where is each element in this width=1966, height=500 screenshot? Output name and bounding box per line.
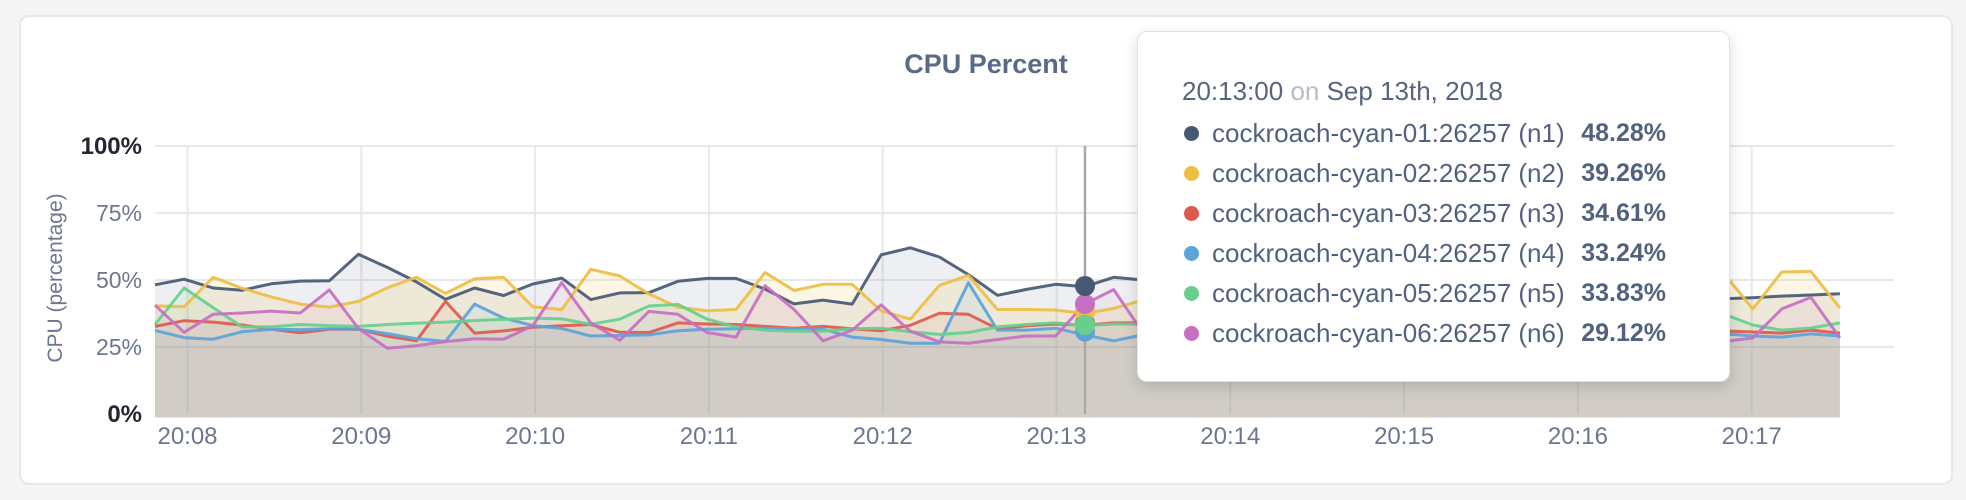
svg-text:20:14: 20:14 (1200, 423, 1260, 450)
svg-text:20:17: 20:17 (1722, 423, 1782, 450)
svg-text:20:13: 20:13 (1026, 423, 1086, 450)
svg-text:25%: 25% (96, 334, 142, 360)
svg-text:50%: 50% (96, 267, 142, 293)
svg-text:20:11: 20:11 (680, 423, 738, 450)
svg-text:75%: 75% (96, 200, 142, 226)
svg-text:20:09: 20:09 (331, 423, 391, 450)
svg-text:20:12: 20:12 (853, 423, 913, 450)
svg-text:20:15: 20:15 (1374, 423, 1434, 450)
svg-text:20:10: 20:10 (505, 423, 565, 450)
svg-text:CPU (percentage): CPU (percentage) (44, 193, 67, 362)
svg-text:0%: 0% (107, 401, 142, 428)
svg-text:100%: 100% (81, 133, 142, 160)
svg-text:20:08: 20:08 (157, 423, 217, 450)
svg-text:20:16: 20:16 (1548, 423, 1608, 450)
